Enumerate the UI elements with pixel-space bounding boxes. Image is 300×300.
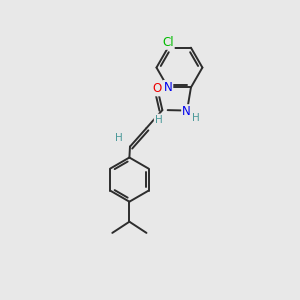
Text: H: H (155, 115, 162, 124)
Text: N: N (164, 81, 172, 94)
Text: H: H (192, 113, 200, 123)
Text: O: O (153, 82, 162, 95)
Text: Cl: Cl (162, 36, 174, 49)
Text: N: N (182, 105, 191, 118)
Text: H: H (115, 134, 123, 143)
